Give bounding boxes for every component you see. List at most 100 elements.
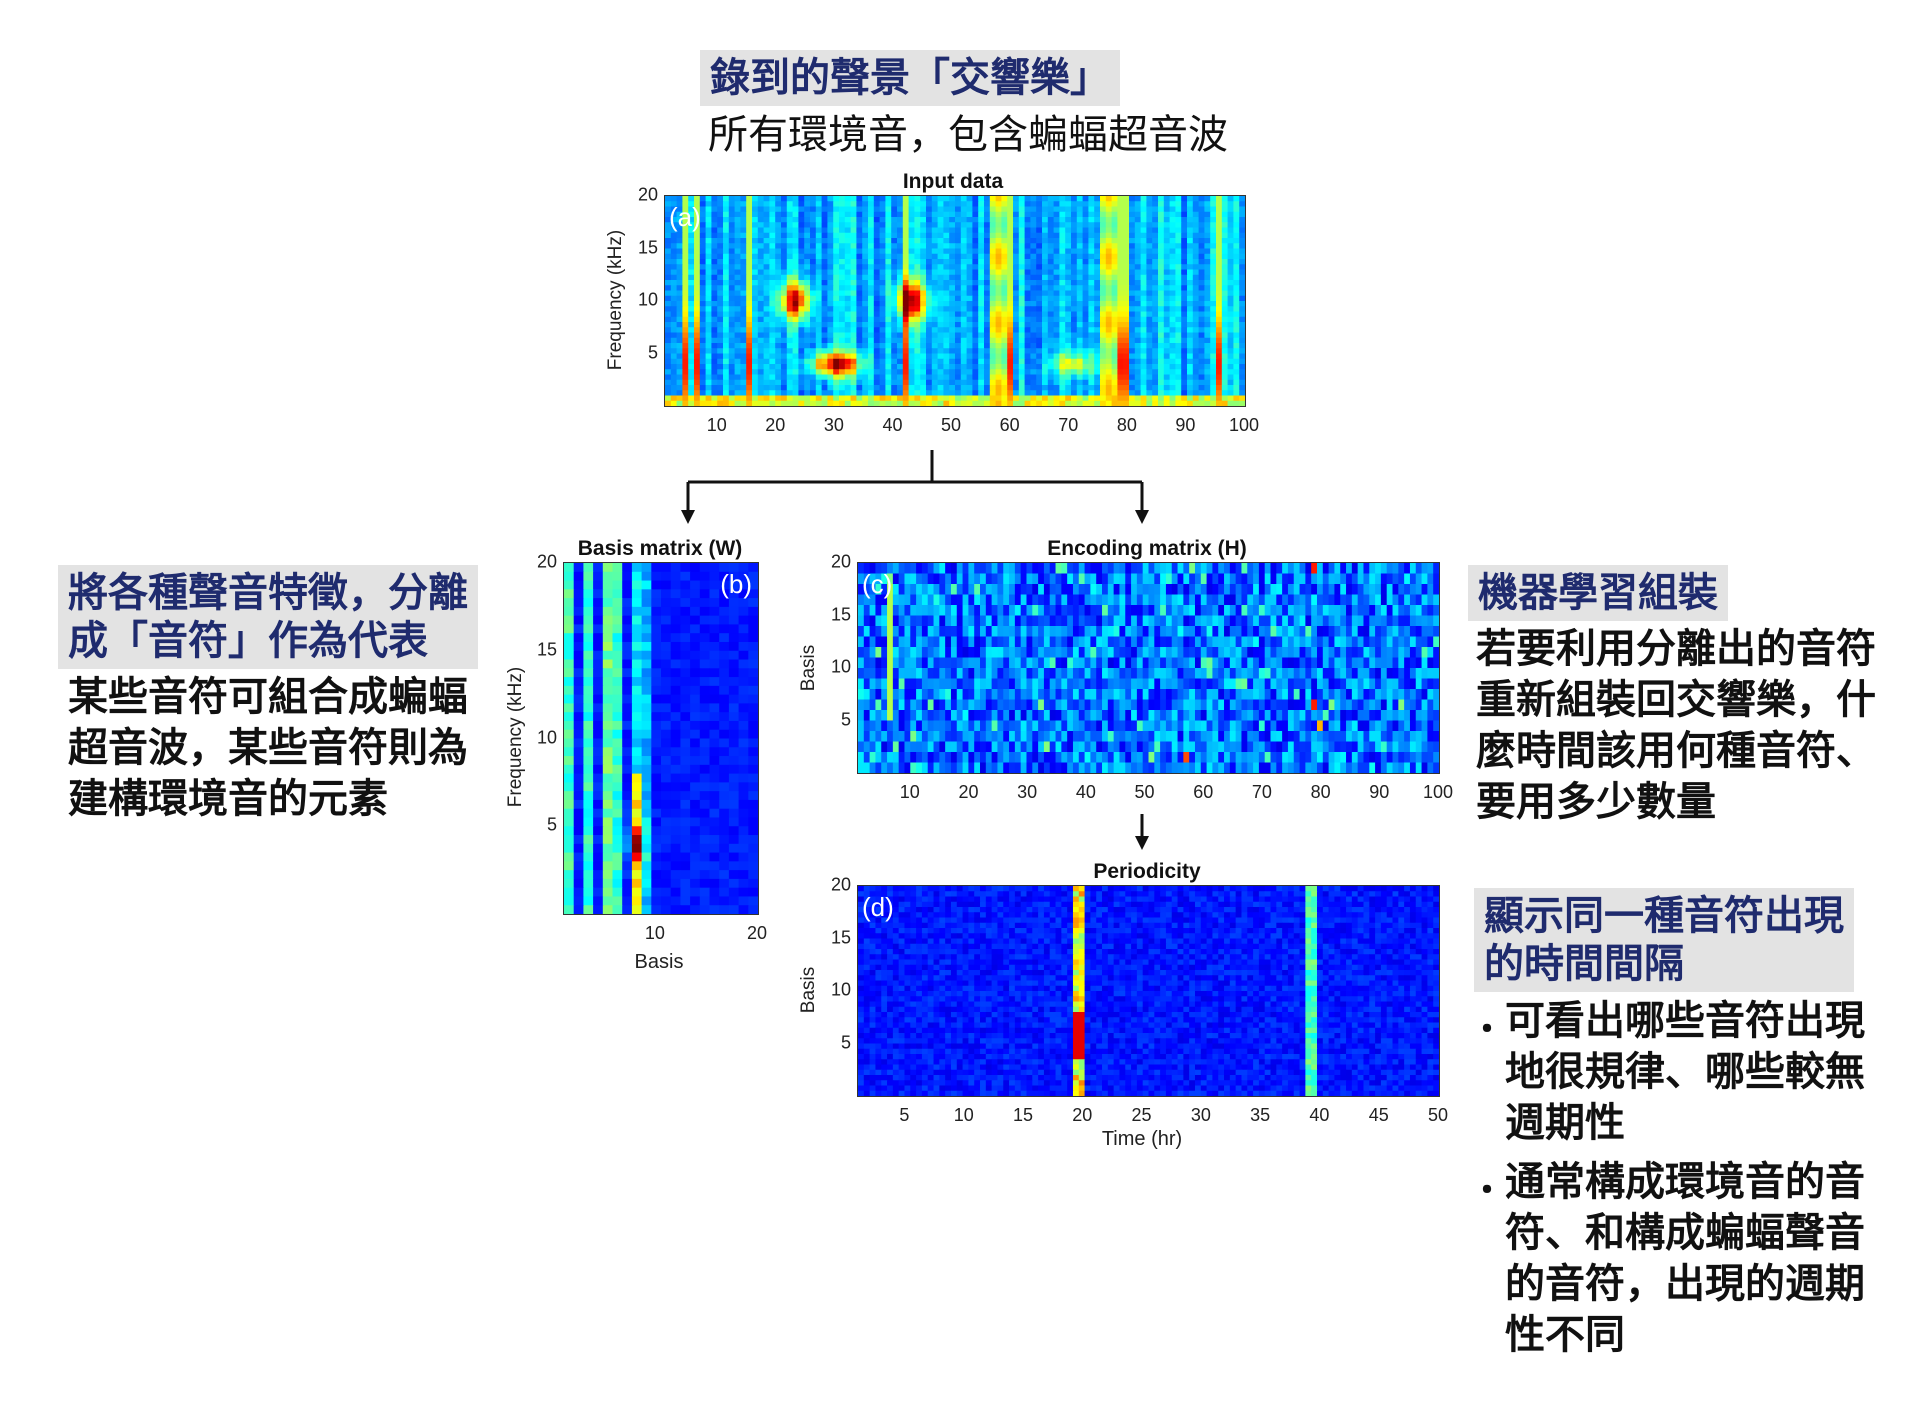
chart-a-cell [868,400,875,406]
chart-a-cell [1100,306,1107,313]
chart-a-cell [740,400,747,406]
chart-a-cell [740,253,747,260]
chart-b-cell [573,835,584,845]
chart-a-cell [1076,274,1084,281]
chart-c-cell [968,573,975,585]
chart-c-cell [1183,563,1190,575]
chart-a-cell [856,290,863,297]
chart-a-cell [1175,306,1182,313]
chart-a-cell [868,269,875,276]
chart-a-cell [775,217,782,223]
chart-a-cell [810,222,817,229]
chart-a-cell [1076,227,1084,234]
chart-a-cell [1187,306,1194,313]
chart-a-cell [1042,337,1049,344]
chart-b-cell [573,826,584,836]
chart-a-cell [763,311,770,318]
chart-a-cell [728,369,736,376]
chart-a-cell [989,379,997,386]
chart-a-cell [868,327,875,334]
chart-a-cell [960,353,968,360]
chart-a-cell [670,227,678,234]
chart-a-cell [1007,274,1014,281]
chart-b-cell [602,580,614,590]
chart-b-cell [612,835,623,845]
chart-a-cell [717,222,724,229]
chart-b-cell [631,870,643,880]
chart-b-cell [573,720,584,731]
chart-a-cell [885,332,892,339]
chart-b-cell [564,861,575,871]
chart-b-cell [661,580,672,590]
chart-a-cell [763,232,770,239]
chart-a-cell [1036,385,1043,391]
chart-a-cell [723,211,730,218]
chart-b-cell [612,826,623,836]
chart-a-cell [920,369,927,376]
chart-a-cell [665,285,672,292]
chart-b-cell [728,887,740,898]
chart-a-cell [1094,379,1101,386]
chart-a-cell [792,232,799,239]
header-subtitle: 所有環境音，包含蝙蝠超音波 [708,112,1228,158]
chart-a-cell [786,206,794,213]
chart-a-cell [1152,248,1159,255]
chart-c-cell [997,563,1004,575]
chart-a-cell [1018,358,1026,365]
chart-a-cell [926,390,933,397]
right-top-body-line: 麼時間該用何種音符、 [1476,728,1876,774]
chart-a-cell [839,374,846,381]
chart-a-cell [1042,358,1049,365]
chart-a-cell [1163,385,1171,391]
chart-a-cell [1100,248,1107,255]
chart-a-cell [740,348,747,355]
chart-a-cell [670,306,678,313]
chart-a-cell [1018,201,1026,208]
chart-a-cell [746,306,753,313]
chart-a-cell [914,238,921,244]
chart-a-cell [775,390,782,397]
chart-b-cell [593,703,604,713]
chart-a-cell [1181,343,1188,349]
chart-a-cell [1071,348,1078,355]
chart-a-cell [1181,311,1188,318]
chart-a-cell [955,232,962,239]
chart-b-cell [728,624,740,634]
chart-b-cell [719,835,730,845]
chart-a-cell [688,306,695,313]
chart-a-cell [833,358,840,365]
chart-a-cell [868,222,875,229]
chart-a-cell [868,306,875,313]
chart-c-cell [1287,563,1295,575]
chart-a-cell [728,332,736,339]
chart-a-cell [1233,353,1240,360]
chart-a-cell [1221,369,1229,376]
chart-a-cell [1071,374,1078,381]
chart-a-cell [1221,385,1229,391]
chart-a-cell [1210,316,1217,323]
chart-a-cell [978,395,985,402]
chart-a-cell [798,232,805,239]
chart-b-cell [709,712,720,722]
chart-a-cell [902,316,910,323]
chart-a-cell [978,264,985,271]
chart-a-cell [1076,290,1084,297]
chart-a-cell [920,201,927,208]
chart-a-cell [949,369,956,376]
chart-a-cell [1210,306,1217,313]
chart-a-cell [694,348,701,355]
chart-a-cell [937,232,944,239]
chart-a-cell [1007,332,1014,339]
chart-c-cell [1386,563,1394,575]
chart-b-cell [661,782,672,792]
chart-a-cell [1030,301,1037,307]
chart-b-cell [564,694,575,705]
chart-a-cell [1071,248,1078,255]
chart-a-cell [972,348,979,355]
chart-a-cell [746,390,753,397]
chart-a-cell [688,353,695,360]
chart-a-cell [1123,316,1130,323]
chart-a-cell [1024,290,1031,297]
chart-a-cell [1227,374,1234,381]
chart-a-cell [757,337,765,344]
